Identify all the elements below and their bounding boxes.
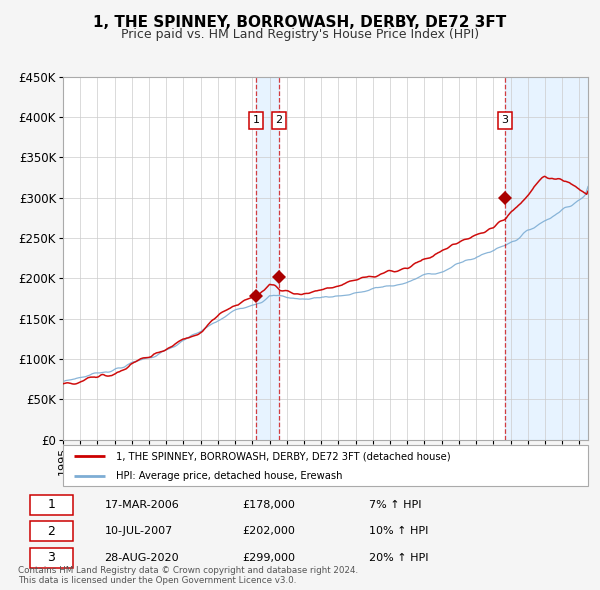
Text: 17-MAR-2006: 17-MAR-2006 xyxy=(104,500,179,510)
Text: £299,000: £299,000 xyxy=(242,553,296,563)
Text: 2: 2 xyxy=(275,115,282,125)
Text: 3: 3 xyxy=(47,551,55,564)
Text: 10-JUL-2007: 10-JUL-2007 xyxy=(104,526,173,536)
Text: 1: 1 xyxy=(253,115,259,125)
Text: 3: 3 xyxy=(501,115,508,125)
Text: £178,000: £178,000 xyxy=(242,500,296,510)
Text: 1, THE SPINNEY, BORROWASH, DERBY, DE72 3FT: 1, THE SPINNEY, BORROWASH, DERBY, DE72 3… xyxy=(94,15,506,30)
Text: 10% ↑ HPI: 10% ↑ HPI xyxy=(370,526,429,536)
Text: £202,000: £202,000 xyxy=(242,526,296,536)
Bar xyxy=(505,77,588,440)
Text: 7% ↑ HPI: 7% ↑ HPI xyxy=(370,500,422,510)
Text: 1, THE SPINNEY, BORROWASH, DERBY, DE72 3FT (detached house): 1, THE SPINNEY, BORROWASH, DERBY, DE72 3… xyxy=(115,451,450,461)
Text: Contains HM Land Registry data © Crown copyright and database right 2024.
This d: Contains HM Land Registry data © Crown c… xyxy=(18,566,358,585)
Bar xyxy=(29,495,73,514)
Text: 28-AUG-2020: 28-AUG-2020 xyxy=(104,553,179,563)
Bar xyxy=(256,77,278,440)
Text: HPI: Average price, detached house, Erewash: HPI: Average price, detached house, Erew… xyxy=(115,471,342,481)
Text: Price paid vs. HM Land Registry's House Price Index (HPI): Price paid vs. HM Land Registry's House … xyxy=(121,28,479,41)
Bar xyxy=(29,522,73,541)
Text: 2: 2 xyxy=(47,525,55,537)
Bar xyxy=(29,548,73,568)
Text: 1: 1 xyxy=(47,499,55,512)
Text: 20% ↑ HPI: 20% ↑ HPI xyxy=(370,553,429,563)
